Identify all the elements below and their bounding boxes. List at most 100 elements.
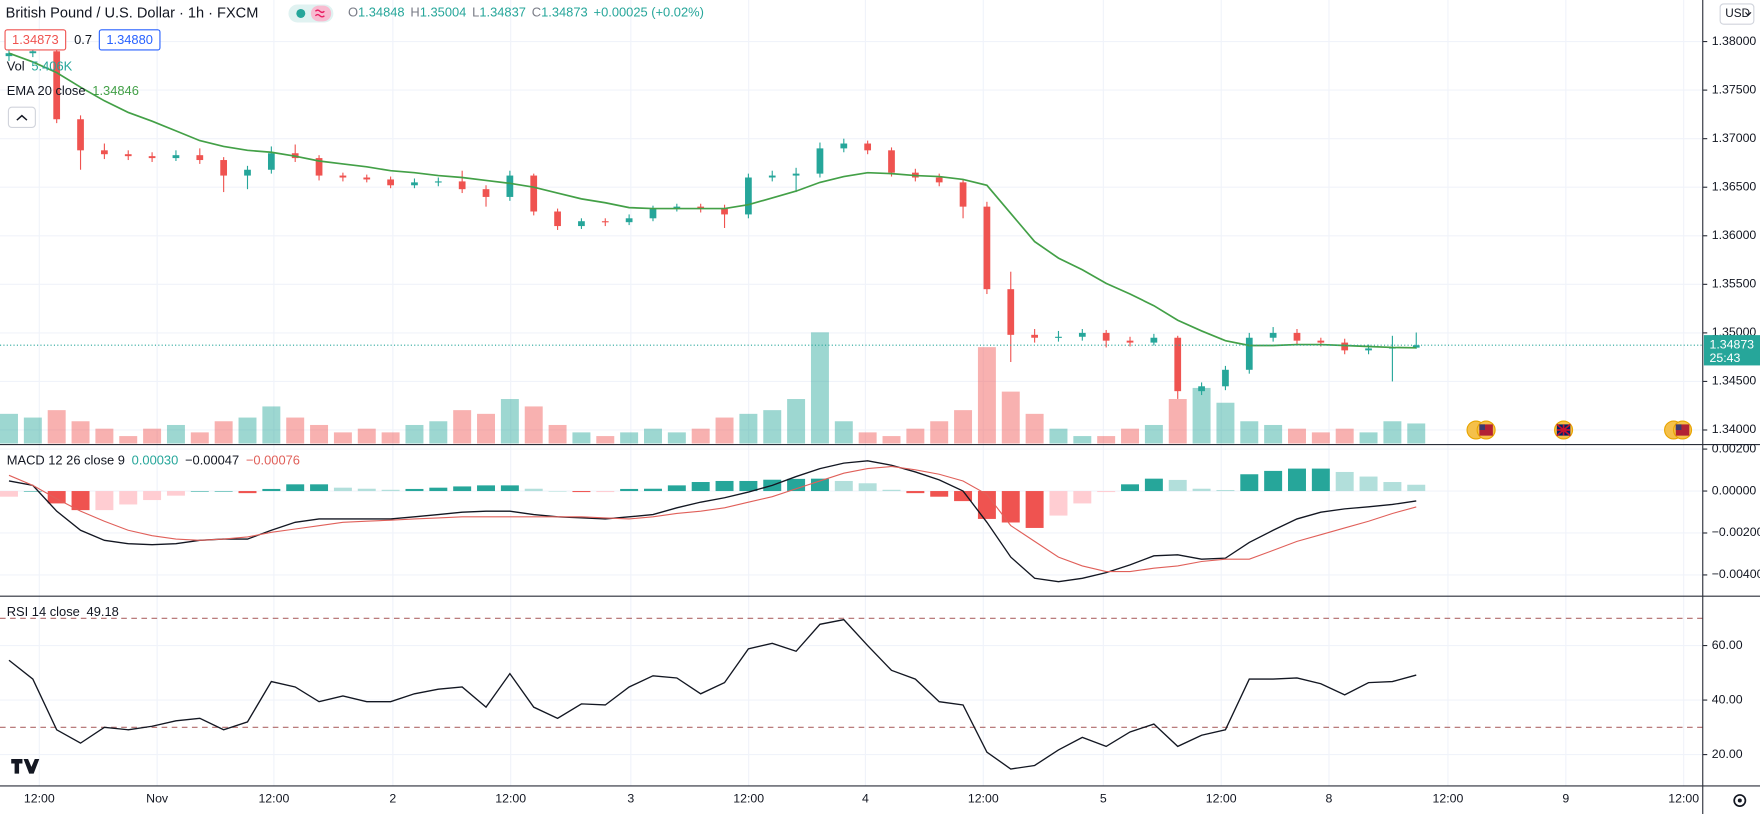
y-tick-label: −0.00400 <box>1712 567 1760 581</box>
candle-body <box>959 182 967 207</box>
ema-legend[interactable]: EMA 20 close 1.34846 <box>7 83 139 98</box>
high-value: 1.35004 <box>420 5 467 20</box>
symbol-title[interactable]: British Pound / U.S. Dollar · 1h · FXCM <box>6 5 259 21</box>
macd-histogram-bar <box>1168 479 1187 492</box>
volume-bar <box>667 432 686 444</box>
volume-bar <box>524 406 543 444</box>
time-label: 12:00 <box>1433 792 1464 806</box>
high-label: H <box>410 5 419 20</box>
macd-histogram-bar <box>357 488 376 492</box>
y-tick-label: 1.38000 <box>1712 34 1757 48</box>
macd-histogram-bar <box>1311 468 1330 492</box>
volume-bar <box>1073 436 1092 444</box>
macd-histogram-bar <box>524 488 543 492</box>
volume-bar <box>95 428 114 444</box>
candle-body <box>1198 386 1205 392</box>
ohlc-legend: O1.34848 H1.35004 L1.34837 C1.34873 +0.0… <box>348 5 704 20</box>
candle-body <box>745 177 752 215</box>
macd-histogram-bar <box>1192 488 1211 492</box>
volume-bar <box>1001 391 1020 444</box>
candle-body <box>530 175 538 212</box>
macd-hist-value: 0.00030 <box>132 453 179 468</box>
time-label: 12:00 <box>258 792 289 806</box>
macd-histogram-bar <box>620 488 639 492</box>
candle-body <box>29 51 37 54</box>
low-label: L <box>472 5 479 20</box>
candle-body <box>148 156 156 159</box>
delay-pill[interactable] <box>310 5 332 22</box>
currency-button[interactable] <box>1719 3 1755 25</box>
macd-histogram-bar <box>858 483 877 492</box>
volume-bar <box>1097 436 1116 444</box>
volume-bar <box>1216 402 1235 444</box>
rsi-legend[interactable]: RSI 14 close 49.18 <box>7 604 119 619</box>
macd-histogram-bar <box>667 485 686 492</box>
y-tick-label: 1.36000 <box>1712 228 1757 242</box>
macd-histogram-bar <box>1240 474 1259 492</box>
macd-histogram-bar <box>95 491 114 511</box>
volume-bar <box>500 399 519 444</box>
candle-body <box>935 177 943 183</box>
macd-histogram-bar <box>1359 476 1378 492</box>
macd-histogram-bar <box>190 491 209 492</box>
y-tick-label: 60.00 <box>1712 638 1743 652</box>
logo[interactable] <box>11 758 40 774</box>
y-tick-label: 0.00200 <box>1712 441 1757 455</box>
candle-body <box>1031 334 1038 338</box>
candle-body <box>124 154 132 157</box>
collapse-button[interactable] <box>7 106 36 128</box>
volume-bar <box>381 432 400 444</box>
settings-button[interactable] <box>1733 794 1747 807</box>
macd-legend[interactable]: MACD 12 26 close 9 0.00030 −0.00047 −0.0007… <box>7 453 300 468</box>
macd-histogram-bar <box>500 485 519 492</box>
time-label: 12:00 <box>495 792 526 806</box>
ema-value: 1.34846 <box>92 83 139 98</box>
volume-value: 5.406K <box>31 59 72 74</box>
macd-histogram-bar <box>882 489 901 492</box>
volume-bar <box>1240 421 1259 444</box>
y-tick-label: −0.00200 <box>1712 525 1760 539</box>
settings-dot <box>1737 798 1742 803</box>
volume-bar <box>572 432 591 444</box>
volume-bar <box>119 436 138 444</box>
time-label: 12:00 <box>1668 792 1699 806</box>
y-tick-label: 1.34000 <box>1712 422 1757 436</box>
rsi-value: 49.18 <box>87 604 119 619</box>
candle-body <box>721 208 728 215</box>
collapse-icon <box>16 114 28 121</box>
volume-bar <box>739 413 758 444</box>
candle-body <box>1150 337 1158 343</box>
time-label: 9 <box>1562 792 1569 806</box>
time-label: 8 <box>1326 792 1333 806</box>
macd-histogram-bar <box>71 491 90 511</box>
time-label: 12:00 <box>1206 792 1237 806</box>
countdown-label: 25:43 <box>1709 351 1740 365</box>
volume-bar <box>1311 432 1330 444</box>
candle-body <box>864 143 872 151</box>
buy-button[interactable] <box>98 29 161 51</box>
volume-bar <box>1144 424 1163 444</box>
market-open-dot <box>296 8 306 18</box>
y-tick-label: 1.35500 <box>1712 277 1757 291</box>
volume-bar <box>691 428 710 444</box>
candle-body <box>458 181 466 190</box>
y-tick-label: 20.00 <box>1712 747 1743 761</box>
macd-histogram-bar <box>119 491 138 505</box>
candle-body <box>244 169 251 176</box>
currency-label: USD <box>1725 7 1750 20</box>
volume-bar <box>763 410 782 444</box>
candle-body <box>482 189 490 197</box>
volume-bar <box>1025 413 1044 444</box>
volume-bar <box>262 406 281 444</box>
volume-legend[interactable]: Vol 5.406K <box>7 59 73 74</box>
macd-histogram-bar <box>1049 491 1068 516</box>
volume-bar <box>143 428 162 444</box>
macd-histogram-bar <box>453 486 472 492</box>
volume-bar <box>810 332 829 444</box>
volume-bar <box>930 421 949 444</box>
y-tick-label: 40.00 <box>1712 692 1743 706</box>
sell-button[interactable] <box>4 29 67 51</box>
volume-bar <box>310 424 329 444</box>
signal-line <box>8 465 1417 573</box>
